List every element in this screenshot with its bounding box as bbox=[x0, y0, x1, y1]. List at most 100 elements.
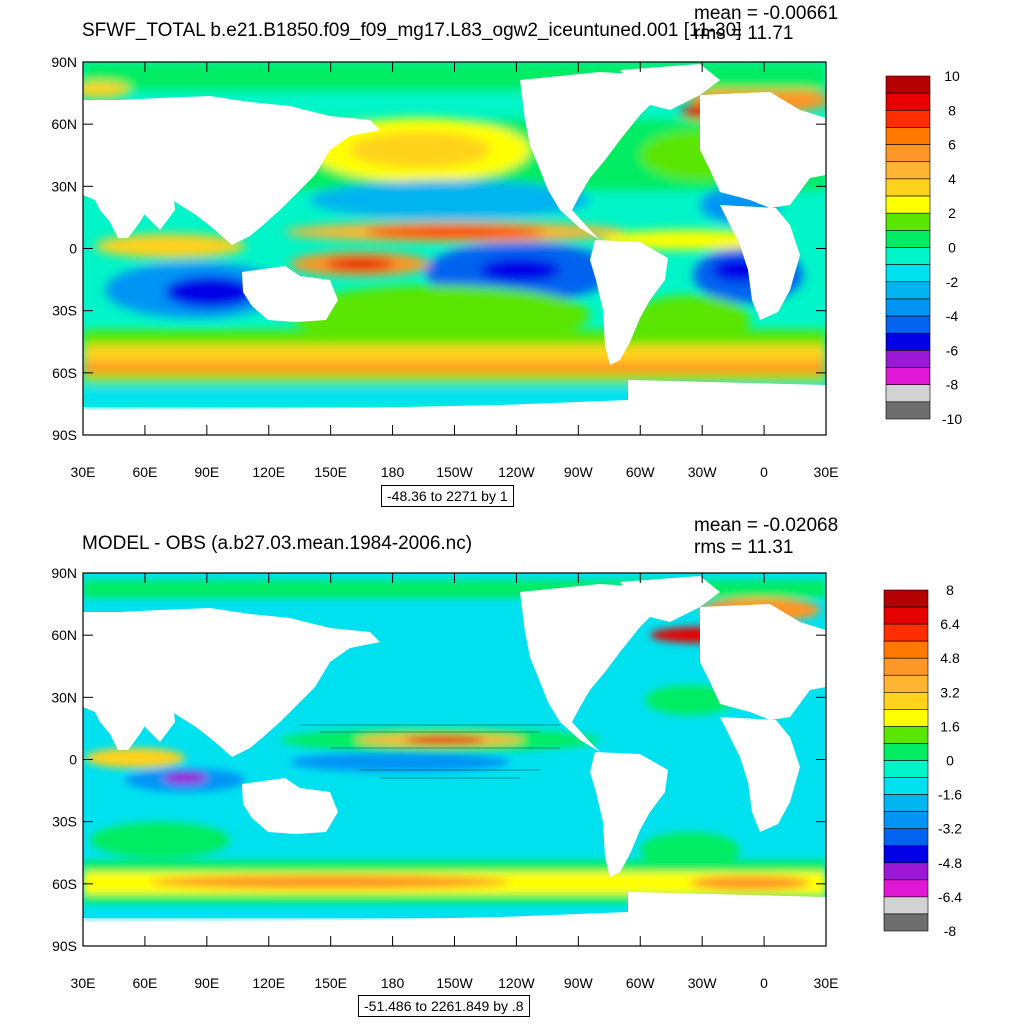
lat-label: 60N bbox=[51, 116, 77, 132]
ocean-field bbox=[83, 573, 826, 946]
lon-label: 90E bbox=[194, 975, 219, 991]
rms-value: rms = 11.71 bbox=[694, 23, 794, 44]
lat-label: 30S bbox=[52, 303, 77, 319]
colorbar-label: 6 bbox=[948, 137, 956, 153]
colorbar-label: -6.4 bbox=[938, 889, 962, 905]
colorbar-label: 0 bbox=[946, 753, 954, 769]
lon-label: 90W bbox=[564, 975, 594, 991]
mean-value: mean = -0.00661 bbox=[694, 3, 839, 24]
panel-title: MODEL - OBS (a.b27.03.mean.1984-2006.nc) bbox=[82, 533, 473, 554]
colorbar-label: 10 bbox=[944, 68, 960, 84]
lon-label: 30E bbox=[814, 975, 839, 991]
contour-range-box: -48.36 to 2271 by 1 bbox=[381, 485, 514, 507]
lon-label: 30W bbox=[688, 975, 718, 991]
colorbar-label: 2 bbox=[948, 205, 956, 221]
lon-label: 90E bbox=[194, 464, 219, 480]
lon-label: 150E bbox=[314, 464, 347, 480]
lon-label: 60W bbox=[626, 464, 656, 480]
colorbar-label: -8 bbox=[944, 923, 957, 939]
map-axes: 90N 60N 30N 0 30S 60S 90S 30E 60E 90E 120E 150E 180 1… bbox=[51, 565, 838, 991]
lon-label: 30E bbox=[71, 975, 96, 991]
lon-label: 60E bbox=[132, 464, 157, 480]
colorbar-box bbox=[883, 674, 929, 693]
colorbar-box bbox=[883, 896, 929, 915]
colorbar-box bbox=[883, 828, 929, 847]
lon-label: 180 bbox=[381, 464, 405, 480]
colorbar-box bbox=[883, 726, 929, 744]
colorbar-label: 6.4 bbox=[940, 616, 960, 632]
colorbar-box bbox=[883, 709, 929, 727]
lon-label: 180 bbox=[381, 975, 405, 991]
colorbar-box bbox=[883, 606, 929, 625]
colorbar: 8 6.4 4.8 3.2 1.6 0 -1.6 -3.2 -4.8 -6.4 -8 bbox=[883, 582, 962, 939]
colorbar-label: 0 bbox=[948, 240, 956, 256]
rms-value: rms = 11.31 bbox=[694, 537, 794, 558]
lat-label: 30S bbox=[52, 814, 77, 830]
lon-label: 120W bbox=[498, 975, 535, 991]
mean-value: mean = -0.02068 bbox=[694, 515, 839, 536]
lon-label: 120E bbox=[252, 464, 285, 480]
colorbar-label: 4 bbox=[948, 171, 956, 187]
lon-label: 120W bbox=[498, 464, 535, 480]
colorbar-label: -3.2 bbox=[938, 821, 962, 837]
colorbar-label: -4.8 bbox=[938, 855, 962, 871]
colorbar-box bbox=[883, 794, 929, 812]
colorbar-box bbox=[883, 657, 929, 676]
colorbar-label: -10 bbox=[942, 411, 962, 427]
colorbar-label: -1.6 bbox=[938, 787, 962, 803]
colorbar-box bbox=[883, 777, 929, 795]
lon-label: 30E bbox=[71, 464, 96, 480]
lon-label: 150W bbox=[436, 464, 473, 480]
colorbar-box bbox=[883, 691, 929, 710]
lon-label: 30E bbox=[814, 464, 839, 480]
lon-label: 90W bbox=[564, 464, 594, 480]
colorbar-box bbox=[885, 401, 931, 420]
lon-label: 120E bbox=[252, 975, 285, 991]
colorbar-box bbox=[883, 640, 929, 659]
colorbar: 10 8 6 4 2 0 -2 -4 -6 -8 -10 bbox=[885, 68, 962, 427]
land-mask bbox=[83, 64, 826, 435]
colorbar-box bbox=[883, 760, 929, 778]
land-mask bbox=[83, 576, 826, 946]
colorbar-label: 1.6 bbox=[940, 718, 960, 734]
colorbar-label: -4 bbox=[946, 308, 959, 324]
lat-label: 90S bbox=[52, 938, 77, 954]
lat-label: 90N bbox=[51, 565, 77, 581]
lon-label: 0 bbox=[760, 975, 768, 991]
lat-label: 90S bbox=[52, 427, 77, 443]
lat-label: 60S bbox=[52, 365, 77, 381]
colorbar-box bbox=[883, 623, 929, 642]
colorbar-label: -6 bbox=[946, 342, 959, 358]
map-panel-1: 90N 60N 30N 0 30S 60S 90S 30E 60E 90E 120E 150E 180 1… bbox=[51, 54, 962, 480]
colorbar-box bbox=[883, 589, 929, 608]
lon-label: 60W bbox=[626, 975, 656, 991]
lon-label: 0 bbox=[760, 464, 768, 480]
lat-label: 60S bbox=[52, 876, 77, 892]
colorbar-label: 3.2 bbox=[940, 684, 960, 700]
colorbar-box bbox=[883, 743, 929, 761]
colorbar-label: 8 bbox=[946, 582, 954, 598]
lat-label: 0 bbox=[69, 241, 77, 257]
contour-range-box: -51.486 to 2261.849 by .8 bbox=[358, 995, 530, 1017]
lon-label: 150W bbox=[436, 975, 473, 991]
lon-label: 150E bbox=[314, 975, 347, 991]
colorbar-label: 4.8 bbox=[940, 650, 960, 666]
lon-label: 30W bbox=[688, 464, 718, 480]
lat-label: 90N bbox=[51, 54, 77, 70]
lat-label: 0 bbox=[69, 752, 77, 768]
ocean-field bbox=[83, 62, 826, 435]
map-axes: 90N 60N 30N 0 30S 60S 90S 30E 60E 90E 120E 150E 180 1… bbox=[51, 54, 838, 480]
lat-label: 60N bbox=[51, 627, 77, 643]
colorbar-box bbox=[883, 879, 929, 898]
colorbar-label: -8 bbox=[946, 377, 959, 393]
colorbar-label: 8 bbox=[948, 102, 956, 118]
lat-label: 30N bbox=[51, 178, 77, 194]
panel-title: SFWF_TOTAL b.e21.B1850.f09_f09_mg17.L83_… bbox=[82, 20, 742, 41]
colorbar-box bbox=[883, 862, 929, 881]
lon-label: 60E bbox=[132, 975, 157, 991]
colorbar-label: -2 bbox=[946, 274, 959, 290]
colorbar-box bbox=[883, 845, 929, 864]
colorbar-box bbox=[883, 913, 929, 932]
colorbar-box bbox=[883, 811, 929, 830]
